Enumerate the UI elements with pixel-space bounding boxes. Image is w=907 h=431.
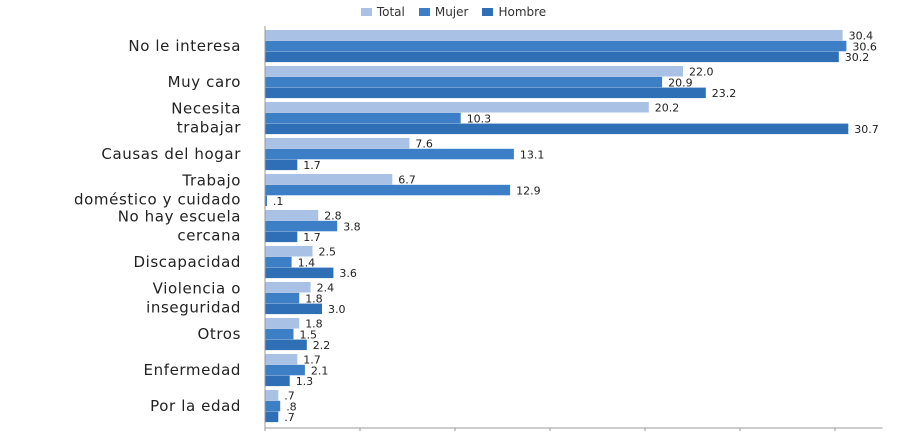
legend-swatch-hombre bbox=[482, 8, 494, 16]
data-label-hombre-6: 3.6 bbox=[339, 267, 357, 280]
bar-mujer-3 bbox=[265, 148, 514, 160]
data-label-total-3: 7.6 bbox=[415, 138, 433, 151]
data-label-total-9: 1.7 bbox=[303, 354, 321, 367]
data-label-hombre-7: 3.0 bbox=[328, 303, 346, 316]
data-label-mujer-9: 2.1 bbox=[311, 364, 329, 377]
data-label-total-2: 20.2 bbox=[655, 102, 680, 115]
bar-hombre-0 bbox=[265, 51, 839, 63]
category-label-4-line1: Trabajo bbox=[181, 172, 241, 190]
category-label-10: Por la edad bbox=[150, 397, 241, 415]
data-label-total-0: 30.4 bbox=[849, 30, 874, 43]
bar-mujer-7 bbox=[265, 292, 300, 304]
category-label-2-line2: trabajar bbox=[177, 119, 242, 137]
data-label-total-10: .7 bbox=[284, 390, 295, 403]
legend-label-hombre: Hombre bbox=[498, 5, 547, 19]
data-label-mujer-4: 12.9 bbox=[516, 184, 541, 197]
bar-hombre-8 bbox=[265, 339, 307, 351]
category-label-2-line1: Necesita bbox=[171, 100, 241, 118]
bar-hombre-6 bbox=[265, 267, 334, 279]
data-label-mujer-1: 20.9 bbox=[668, 76, 693, 89]
legend-swatch-mujer bbox=[418, 8, 430, 16]
data-label-mujer-6: 1.4 bbox=[298, 256, 316, 269]
legend-label-total: Total bbox=[376, 5, 405, 19]
bar-mujer-0 bbox=[265, 40, 847, 52]
bar-total-5 bbox=[265, 210, 319, 221]
legend-item-hombre: Hombre bbox=[482, 5, 546, 19]
bar-hombre-9 bbox=[265, 375, 290, 387]
bar-hombre-7 bbox=[265, 303, 322, 315]
bar-hombre-10 bbox=[265, 411, 279, 423]
bar-hombre-5 bbox=[265, 231, 298, 243]
data-label-mujer-7: 1.8 bbox=[305, 292, 323, 305]
data-label-mujer-10: .8 bbox=[286, 400, 297, 413]
data-label-hombre-4: .1 bbox=[273, 195, 284, 208]
bar-total-2 bbox=[265, 102, 649, 113]
category-label-6: Discapacidad bbox=[133, 253, 241, 271]
data-label-mujer-8: 1.5 bbox=[300, 328, 318, 341]
bar-hombre-1 bbox=[265, 87, 706, 99]
data-label-hombre-10: .7 bbox=[284, 411, 295, 424]
data-label-hombre-2: 30.7 bbox=[854, 123, 879, 136]
data-label-total-7: 2.4 bbox=[317, 282, 335, 295]
legend-item-total: Total bbox=[360, 5, 405, 19]
category-label-5-line1: No hay escuela bbox=[118, 208, 241, 226]
data-label-mujer-5: 3.8 bbox=[343, 220, 361, 233]
data-label-hombre-3: 1.7 bbox=[303, 159, 321, 172]
bar-mujer-5 bbox=[265, 220, 338, 232]
bar-hombre-2 bbox=[265, 123, 849, 135]
category-label-7-line2: inseguridad bbox=[146, 299, 241, 317]
category-label-0: No le interesa bbox=[128, 37, 241, 55]
legend-label-mujer: Mujer bbox=[434, 5, 469, 19]
bar-mujer-6 bbox=[265, 256, 292, 268]
category-label-8: Otros bbox=[197, 325, 241, 343]
bar-mujer-8 bbox=[265, 328, 294, 340]
data-label-total-5: 2.8 bbox=[324, 210, 342, 223]
bar-total-0 bbox=[265, 30, 843, 41]
bar-mujer-10 bbox=[265, 400, 281, 412]
data-label-mujer-3: 13.1 bbox=[520, 148, 545, 161]
category-label-7-line1: Violencia o bbox=[153, 280, 241, 298]
bar-total-10 bbox=[265, 390, 279, 401]
data-label-hombre-1: 23.2 bbox=[712, 87, 737, 100]
chart-legend: Total Mujer Hombre bbox=[0, 5, 907, 25]
bar-mujer-9 bbox=[265, 364, 305, 376]
bar-total-7 bbox=[265, 282, 311, 293]
category-label-4-line2: doméstico y cuidado bbox=[74, 191, 241, 209]
bar-hombre-3 bbox=[265, 159, 298, 171]
data-label-hombre-8: 2.2 bbox=[313, 339, 331, 352]
bar-total-9 bbox=[265, 354, 298, 365]
bar-mujer-4 bbox=[265, 184, 511, 196]
bar-total-3 bbox=[265, 138, 410, 149]
bar-hombre-4 bbox=[265, 195, 267, 207]
legend-item-mujer: Mujer bbox=[418, 5, 469, 19]
category-label-5-line2: cercana bbox=[177, 227, 241, 245]
legend-swatch-total bbox=[360, 8, 372, 16]
category-label-9: Enfermedad bbox=[144, 361, 241, 379]
data-label-total-4: 6.7 bbox=[398, 174, 416, 187]
data-label-mujer-0: 30.6 bbox=[852, 40, 877, 53]
data-label-total-8: 1.8 bbox=[305, 318, 323, 331]
category-label-3: Causas del hogar bbox=[101, 145, 241, 163]
bar-total-6 bbox=[265, 246, 313, 257]
bar-mujer-2 bbox=[265, 112, 461, 124]
data-label-mujer-2: 10.3 bbox=[467, 112, 492, 125]
bar-mujer-1 bbox=[265, 76, 663, 88]
bar-total-8 bbox=[265, 318, 300, 329]
category-label-1: Muy caro bbox=[168, 73, 241, 91]
bar-total-1 bbox=[265, 66, 683, 77]
data-label-total-6: 2.5 bbox=[319, 246, 337, 259]
data-label-hombre-0: 30.2 bbox=[845, 51, 870, 64]
data-label-hombre-9: 1.3 bbox=[296, 375, 314, 388]
bar-total-4 bbox=[265, 174, 393, 185]
data-label-total-1: 22.0 bbox=[689, 66, 714, 79]
data-label-hombre-5: 1.7 bbox=[303, 231, 321, 244]
